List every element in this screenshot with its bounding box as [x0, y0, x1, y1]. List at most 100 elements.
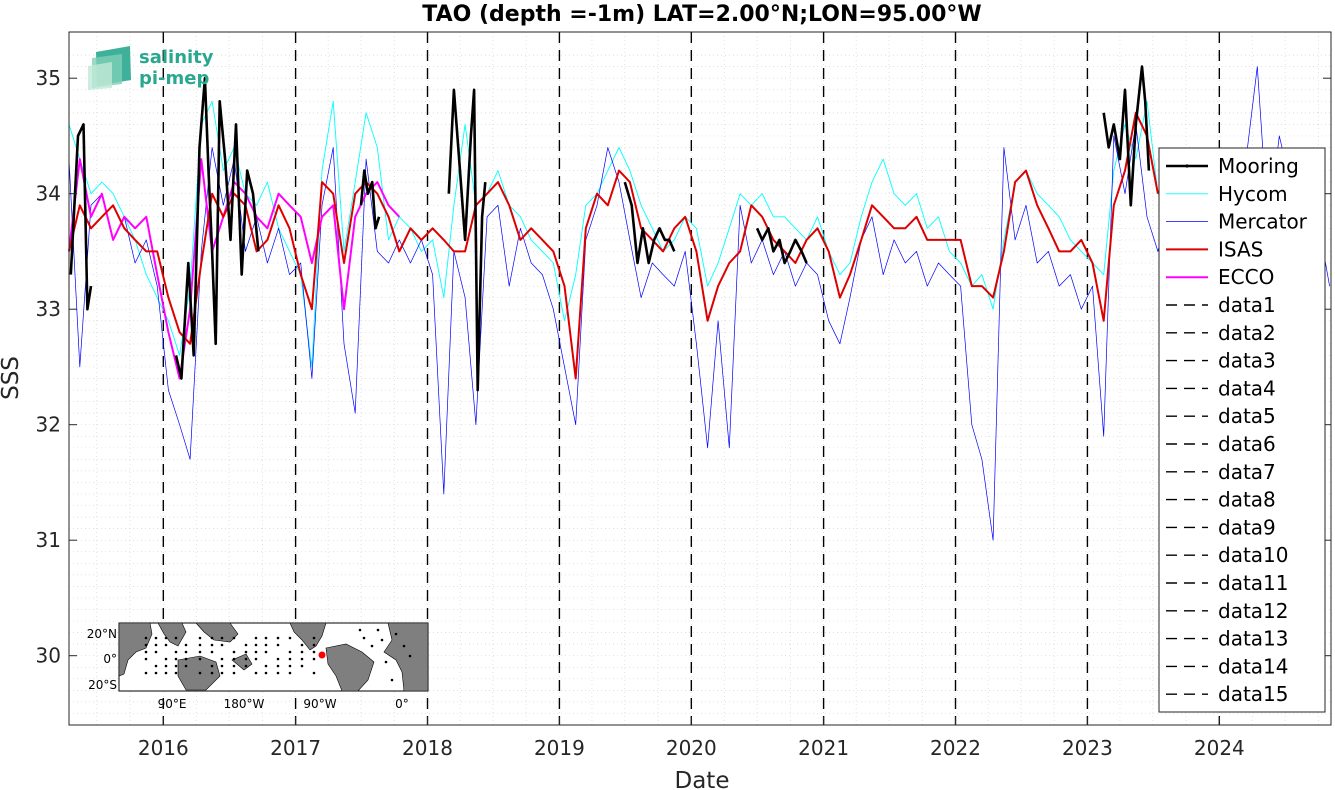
inset-map-frame — [118, 622, 429, 692]
inset-mooring-dot — [220, 636, 224, 640]
inset-mooring-dot — [264, 650, 268, 654]
x-tick-label: 2023 — [1062, 736, 1113, 760]
legend-label: data9 — [1218, 515, 1276, 539]
legend-item-data12: data12 — [1166, 599, 1289, 623]
inset-mooring-dot — [210, 650, 214, 654]
inset-mooring-dot — [312, 657, 316, 661]
inset-mooring-dot — [184, 650, 188, 654]
legend-item-data11: data11 — [1166, 571, 1289, 595]
inset-mooring-dot — [210, 636, 214, 640]
inset-mooring-dot — [174, 657, 178, 661]
inset-mooring-dot — [244, 650, 248, 654]
x-tick-label: 2019 — [534, 736, 585, 760]
y-axis-title: SSS — [0, 356, 24, 400]
legend-item-data15: data15 — [1166, 682, 1289, 706]
inset-mooring-dot — [198, 650, 202, 654]
chart-title: TAO (depth =-1m) LAT=2.00°N;LON=95.00°W — [422, 2, 981, 27]
series-line-isas — [68, 111, 1159, 380]
inset-mooring-dot — [300, 657, 304, 661]
legend-item-data6: data6 — [1166, 432, 1276, 456]
inset-mooring-dot — [184, 643, 188, 647]
inset-mooring-dot — [384, 660, 388, 664]
series-layer — [68, 65, 1330, 541]
legend-label: data8 — [1218, 488, 1276, 512]
inset-mooring-dot — [288, 671, 292, 675]
legend-marker — [1185, 164, 1189, 168]
legend-label: data14 — [1218, 654, 1289, 678]
inset-mooring-dot — [144, 636, 148, 640]
inset-mooring-dot — [254, 643, 258, 647]
inset-mooring-dot — [264, 671, 268, 675]
inset-lon-label-90w: 90°W — [303, 697, 336, 711]
selected-mooring-marker — [318, 651, 326, 659]
inset-mooring-dot — [198, 643, 202, 647]
legend-item-ecco: ECCO — [1166, 265, 1274, 289]
inset-mooring-dot — [220, 657, 224, 661]
legend-box — [1158, 147, 1326, 713]
legend-label: data10 — [1218, 543, 1289, 567]
inset-mooring-dot — [244, 657, 248, 661]
inset-mooring-dot — [358, 628, 362, 632]
inset-mooring-dot — [164, 671, 168, 675]
x-tick-label: 2017 — [270, 736, 321, 760]
inset-mooring-dot — [144, 657, 148, 661]
series-line-mooring — [69, 65, 1151, 392]
inset-mooring-dot — [164, 664, 168, 668]
inset-mooring-dot — [276, 657, 280, 661]
inset-mooring-dot — [154, 643, 158, 647]
legend-item-data14: data14 — [1166, 654, 1289, 678]
inset-mooring-dot — [288, 664, 292, 668]
plot-frame — [68, 31, 1332, 726]
inset-mooring-dot — [312, 643, 316, 647]
legend-item-mercator: Mercator — [1166, 210, 1308, 234]
inset-mooring-dot — [300, 664, 304, 668]
inset-mooring-dot — [210, 664, 214, 668]
legend-item-isas: ISAS — [1166, 237, 1263, 261]
inset-mooring-dot — [254, 657, 258, 661]
y-tick-label: 31 — [36, 528, 61, 552]
legend-label: data15 — [1218, 682, 1289, 706]
inset-mooring-dot — [154, 671, 158, 675]
inset-mooring-dot — [144, 643, 148, 647]
y-tick-label: 34 — [36, 182, 61, 206]
legend-item-data10: data10 — [1166, 543, 1289, 567]
inset-mooring-dot — [376, 628, 380, 632]
inset-mooring-dot — [232, 636, 236, 640]
inset-mooring-dot — [144, 650, 148, 654]
x-tick-label: 2021 — [798, 736, 849, 760]
legend-label: data3 — [1218, 349, 1276, 373]
inset-mooring-dot — [312, 650, 316, 654]
inset-mooring-dot — [390, 678, 394, 682]
logo-mark-icon — [88, 46, 131, 90]
legend-item-data3: data3 — [1166, 349, 1276, 373]
y-tick-label: 30 — [36, 644, 61, 668]
x-tick-label: 2018 — [402, 736, 453, 760]
inset-mooring-dot — [232, 650, 236, 654]
legend-label: Hycom — [1218, 182, 1288, 206]
legend-label: data7 — [1218, 460, 1276, 484]
inset-mooring-dot — [174, 636, 178, 640]
x-tick-label: 2024 — [1194, 736, 1245, 760]
inset-mooring-dot — [154, 664, 158, 668]
inset-lat-label-0: 0° — [103, 652, 117, 666]
inset-mooring-dot — [288, 650, 292, 654]
inset-mooring-dot — [174, 650, 178, 654]
y-tick-label: 35 — [36, 66, 61, 90]
inset-mooring-dot — [408, 654, 412, 658]
inset-mooring-dot — [184, 664, 188, 668]
inset-mooring-dot — [232, 671, 236, 675]
legend-item-hycom: Hycom — [1166, 182, 1288, 206]
inset-mooring-dot — [174, 664, 178, 668]
inset-mooring-dot — [210, 671, 214, 675]
legend-item-mooring: Mooring — [1166, 154, 1299, 178]
inset-mooring-dot — [198, 636, 202, 640]
inset-lat-label-20n: 20°N — [87, 627, 117, 641]
logo-text-pimep: pi-mep — [139, 68, 209, 89]
inset-mooring-dot — [300, 650, 304, 654]
inset-mooring-dot — [276, 671, 280, 675]
legend: Mooring Hycom Mercator ISAS ECCO data1 data2 da… — [1158, 147, 1326, 713]
x-axis-title: Date — [675, 768, 730, 790]
inset-mooring-dot — [198, 671, 202, 675]
legend-label: data11 — [1218, 571, 1289, 595]
